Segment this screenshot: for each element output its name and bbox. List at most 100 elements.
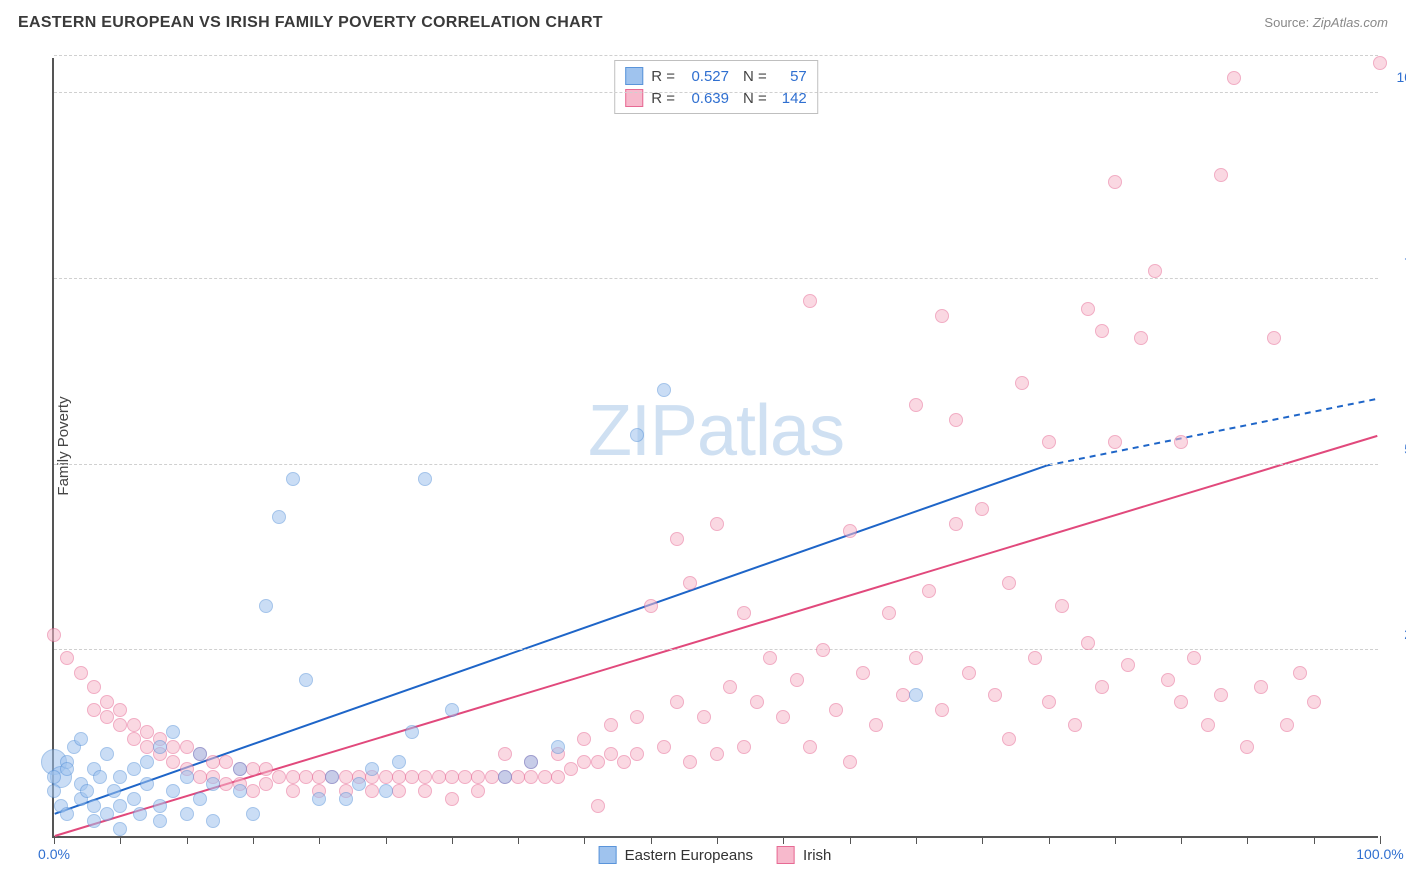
scatter-point <box>604 747 618 761</box>
x-tick <box>1247 836 1248 844</box>
scatter-point <box>1002 732 1016 746</box>
scatter-point <box>816 643 830 657</box>
scatter-point <box>206 755 220 769</box>
scatter-point <box>909 398 923 412</box>
scatter-point <box>113 799 127 813</box>
scatter-point <box>591 755 605 769</box>
x-tick <box>717 836 718 844</box>
scatter-point <box>87 814 101 828</box>
scatter-point <box>166 755 180 769</box>
plot-area: ZIPatlas R =0.527N =57R =0.639N =142 25.… <box>52 58 1378 838</box>
scatter-point <box>458 770 472 784</box>
scatter-point <box>206 814 220 828</box>
legend-label: Irish <box>803 847 831 864</box>
x-tick <box>253 836 254 844</box>
scatter-point <box>153 740 167 754</box>
x-tick <box>1115 836 1116 844</box>
scatter-point <box>1028 651 1042 665</box>
scatter-point <box>405 770 419 784</box>
x-tick <box>916 836 917 844</box>
scatter-point <box>259 762 273 776</box>
scatter-point <box>1095 680 1109 694</box>
scatter-point <box>670 695 684 709</box>
scatter-point <box>591 799 605 813</box>
scatter-point <box>127 718 141 732</box>
scatter-point <box>511 770 525 784</box>
scatter-point <box>445 703 459 717</box>
scatter-point <box>418 472 432 486</box>
scatter-point <box>113 770 127 784</box>
scatter-point <box>365 784 379 798</box>
x-tick <box>1314 836 1315 844</box>
scatter-point <box>47 628 61 642</box>
x-tick <box>120 836 121 844</box>
scatter-point <box>140 777 154 791</box>
scatter-point <box>1307 695 1321 709</box>
scatter-point <box>405 725 419 739</box>
x-tick <box>187 836 188 844</box>
scatter-point <box>1068 718 1082 732</box>
scatter-point <box>524 755 538 769</box>
scatter-point <box>180 807 194 821</box>
scatter-point <box>737 606 751 620</box>
gridline <box>54 649 1378 650</box>
scatter-point <box>670 532 684 546</box>
scatter-point <box>418 770 432 784</box>
scatter-point <box>127 732 141 746</box>
scatter-point <box>1095 324 1109 338</box>
scatter-point <box>60 651 74 665</box>
scatter-point <box>790 673 804 687</box>
scatter-point <box>803 740 817 754</box>
scatter-point <box>1108 435 1122 449</box>
scatter-point <box>909 688 923 702</box>
legend-series: Eastern Europeans Irish <box>599 846 832 864</box>
scatter-point <box>909 651 923 665</box>
scatter-point <box>246 784 260 798</box>
scatter-point <box>577 755 591 769</box>
gridline <box>54 464 1378 465</box>
x-tick <box>651 836 652 844</box>
scatter-point <box>630 428 644 442</box>
scatter-point <box>272 770 286 784</box>
scatter-point <box>617 755 631 769</box>
scatter-point <box>1081 636 1095 650</box>
scatter-point <box>74 732 88 746</box>
scatter-point <box>325 770 339 784</box>
scatter-point <box>299 770 313 784</box>
scatter-point <box>140 725 154 739</box>
x-tick <box>850 836 851 844</box>
scatter-point <box>644 599 658 613</box>
scatter-point <box>180 770 194 784</box>
scatter-point <box>1134 331 1148 345</box>
scatter-point <box>259 599 273 613</box>
scatter-point <box>219 777 233 791</box>
scatter-point <box>47 784 61 798</box>
scatter-point <box>80 784 94 798</box>
scatter-point <box>100 695 114 709</box>
scatter-point <box>392 755 406 769</box>
scatter-point <box>922 584 936 598</box>
scatter-point <box>1174 695 1188 709</box>
scatter-point <box>604 718 618 732</box>
scatter-point <box>60 762 74 776</box>
legend-label: Eastern Europeans <box>625 847 753 864</box>
x-tick <box>783 836 784 844</box>
scatter-point <box>683 755 697 769</box>
scatter-point <box>286 770 300 784</box>
scatter-point <box>107 784 121 798</box>
scatter-point <box>710 517 724 531</box>
legend-swatch <box>625 67 643 85</box>
scatter-point <box>60 807 74 821</box>
scatter-point <box>87 680 101 694</box>
scatter-point <box>1240 740 1254 754</box>
scatter-point <box>657 383 671 397</box>
legend-item: Eastern Europeans <box>599 846 753 864</box>
scatter-point <box>140 755 154 769</box>
scatter-point <box>498 747 512 761</box>
scatter-point <box>312 770 326 784</box>
legend-swatch <box>777 846 795 864</box>
scatter-point <box>233 784 247 798</box>
scatter-point <box>471 784 485 798</box>
x-tick <box>1380 836 1381 844</box>
scatter-point <box>153 799 167 813</box>
